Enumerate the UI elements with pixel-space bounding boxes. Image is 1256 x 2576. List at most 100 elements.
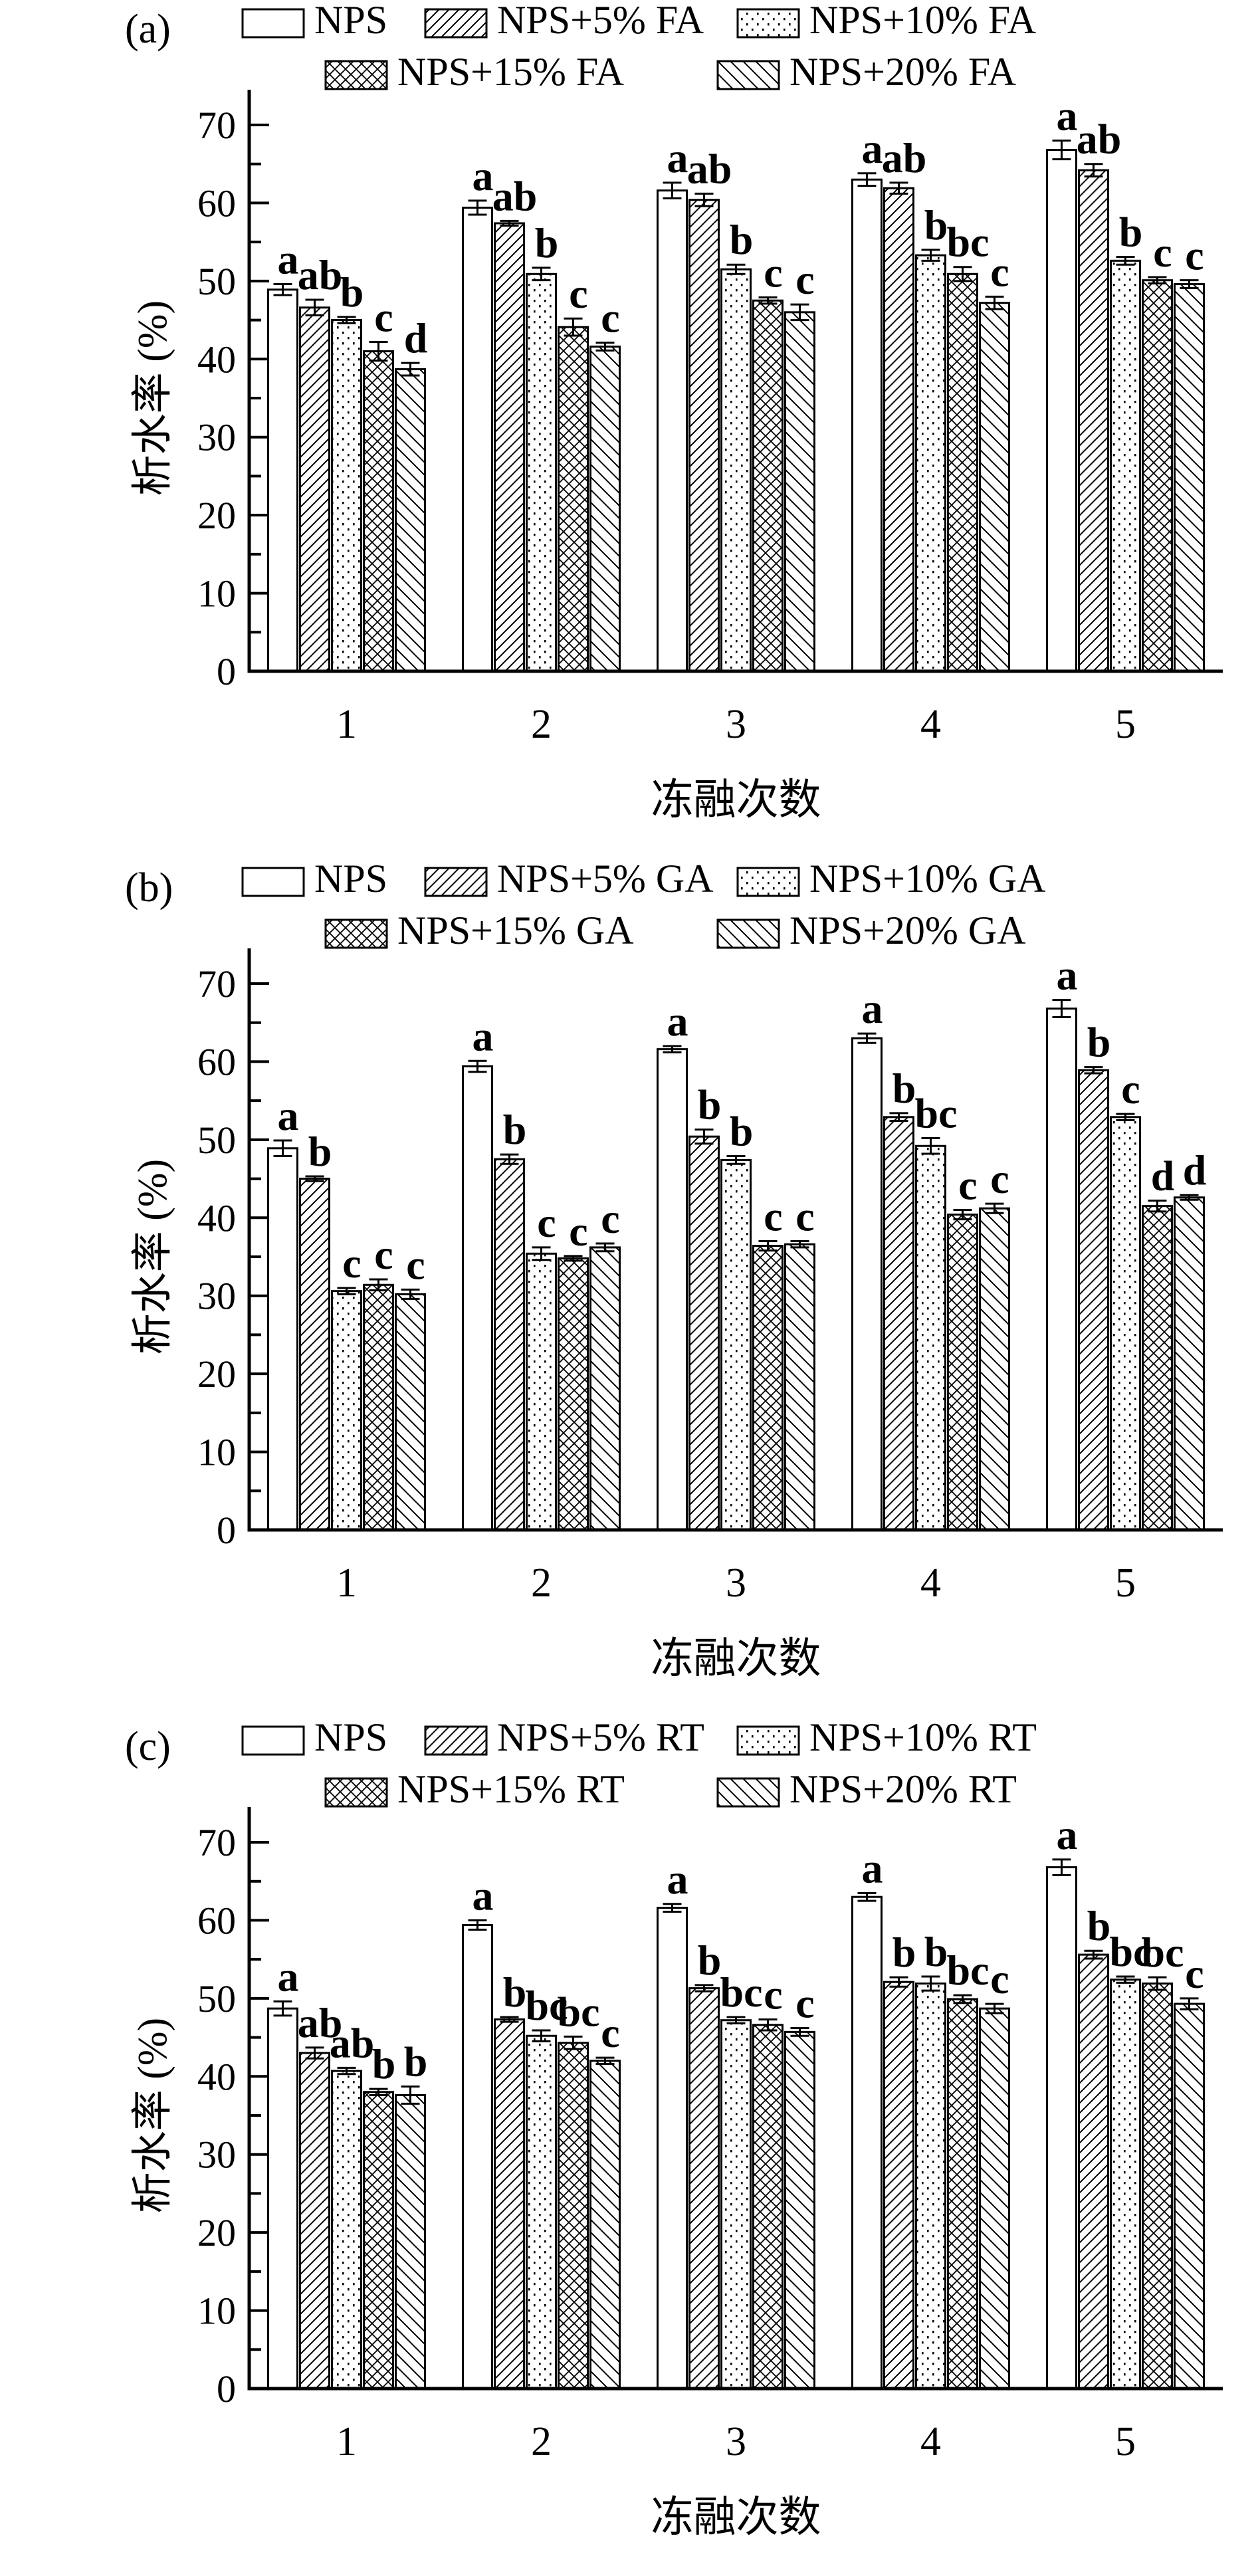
error-bar: [564, 317, 583, 337]
sig-letter: b: [340, 268, 364, 316]
sig-letter: c: [990, 1155, 1009, 1202]
error-bar: [857, 1032, 877, 1044]
sig-letter: c: [764, 1971, 782, 2018]
sig-letter: a: [1057, 1811, 1078, 1858]
error-bar: [790, 2026, 809, 2037]
error-bar: [305, 1175, 324, 1182]
bar: [915, 1983, 946, 2390]
y-tick-label: 20: [197, 2211, 236, 2254]
error-bar: [1180, 1194, 1199, 1201]
error-bar: [337, 316, 356, 324]
y-tick-label: 40: [197, 2055, 236, 2098]
error-bar: [694, 1984, 714, 1992]
sig-letter: a: [667, 1856, 688, 1903]
bar: [1142, 279, 1173, 673]
bar: [657, 189, 688, 673]
sig-letter: b: [1087, 1902, 1111, 1949]
error-bar: [921, 249, 940, 262]
y-tick-label: 50: [197, 1119, 236, 1162]
y-tick-label: 70: [197, 104, 236, 147]
error-bar: [985, 295, 1004, 310]
y-tick-label: 70: [197, 962, 236, 1006]
sig-letter: c: [406, 1241, 425, 1288]
y-tick-label: 10: [197, 1431, 236, 1474]
bar: [589, 345, 621, 673]
bar: [462, 206, 493, 673]
bar: [267, 2007, 298, 2390]
bar: [752, 1245, 784, 1531]
bar: [395, 368, 426, 673]
error-bar: [857, 1891, 877, 1902]
bar: [851, 1895, 883, 2390]
y-tick-label: 10: [197, 572, 236, 615]
error-bar: [790, 1240, 809, 1249]
sig-letter: b: [730, 1108, 754, 1155]
legend-swatch: [241, 1725, 305, 1756]
legend-swatch: [324, 918, 388, 949]
error-bar: [1116, 1975, 1135, 1984]
bar: [1046, 1008, 1077, 1531]
legend-label: NPS+15% FA: [397, 50, 624, 94]
sig-letter: b: [535, 219, 559, 267]
legend-swatch: [716, 918, 780, 949]
bar: [331, 1290, 362, 1531]
sig-letter: c: [601, 2009, 619, 2056]
y-tick-label: 50: [197, 1977, 236, 2020]
x-tick-label: 1: [336, 2419, 357, 2464]
error-bar: [468, 1059, 487, 1073]
bar: [784, 311, 815, 673]
error-bar: [564, 1255, 583, 1262]
error-bar: [694, 1128, 714, 1145]
bar: [1046, 149, 1077, 673]
legend-label: NPS+5% GA: [497, 859, 714, 901]
bar: [883, 187, 914, 673]
sig-letter: a: [862, 985, 883, 1032]
legend-swatch: [736, 867, 800, 897]
bar: [752, 2024, 784, 2390]
x-tick-label: 2: [531, 1560, 552, 1606]
legend-swatch: [424, 1725, 488, 1756]
legend-label: NPS+15% GA: [397, 909, 634, 952]
error-bar: [1052, 1858, 1071, 1876]
error-bar: [726, 2016, 746, 2024]
legend-label: NPS+5% FA: [497, 0, 704, 42]
bar: [688, 199, 720, 673]
y-tick-label: 0: [217, 2367, 236, 2411]
error-bar: [369, 2088, 388, 2096]
sig-letter: ab: [298, 1999, 343, 2046]
sig-letter: c: [537, 1199, 556, 1246]
error-bar: [1180, 279, 1199, 289]
sig-letter: b: [924, 201, 948, 249]
sig-letter: d: [1151, 1152, 1175, 1199]
sig-letter: b: [503, 1969, 527, 2016]
y-tick-label: 60: [197, 1040, 236, 1083]
error-bar: [595, 342, 615, 352]
legend-label: NPS+20% FA: [789, 50, 1016, 94]
y-axis-title: 析水率 (%): [130, 300, 175, 496]
bar: [589, 2060, 621, 2390]
error-bar: [305, 298, 324, 317]
x-axis-title: 冻融次数: [651, 1635, 821, 1682]
sig-letter: b: [892, 1929, 916, 1976]
error-bar: [305, 2046, 324, 2060]
bar: [363, 1283, 394, 1531]
legend-label: NPS: [314, 0, 387, 42]
error-bar: [500, 2016, 519, 2023]
legend-swatch: [716, 1777, 780, 1808]
sig-letter: a: [278, 1953, 299, 2000]
bar: [1078, 1953, 1109, 2390]
sig-letter: b: [1119, 208, 1143, 255]
bar: [883, 1116, 914, 1531]
y-tick-label: 0: [217, 650, 236, 693]
error-bar: [273, 1139, 292, 1158]
sig-letter: c: [1153, 229, 1172, 276]
bar: [526, 2034, 557, 2390]
error-bar: [889, 181, 908, 195]
error-bar: [401, 362, 420, 377]
legend-label: NPS: [314, 1717, 387, 1759]
error-bar: [758, 2018, 778, 2032]
sig-letter: c: [1121, 1065, 1140, 1113]
panel-label: (a): [125, 7, 171, 52]
bar: [851, 1037, 883, 1531]
bar: [299, 1178, 330, 1531]
